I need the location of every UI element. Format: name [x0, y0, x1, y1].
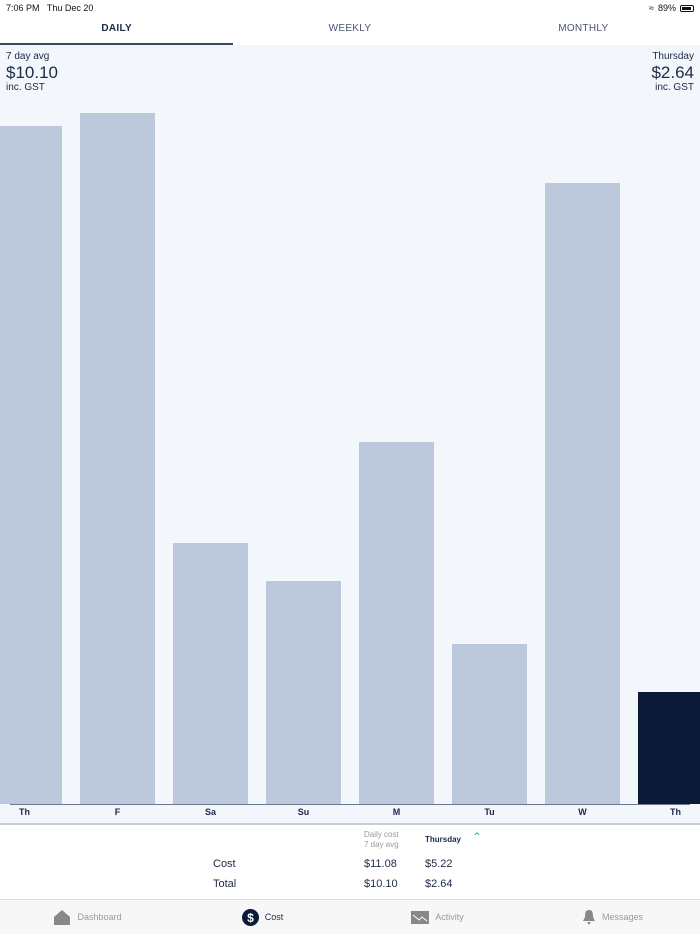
avg-label: 7 day avg [6, 51, 50, 62]
bar-4[interactable] [359, 442, 434, 804]
x-tick-label: M [392, 807, 401, 817]
time: 7:06 PM [6, 3, 40, 13]
x-tick-label: Sa [204, 807, 216, 817]
battery-icon [680, 4, 694, 12]
period-tabs: DAILY WEEKLY MONTHLY [0, 16, 700, 45]
tab-daily[interactable]: DAILY [0, 16, 234, 45]
nav-dashboard[interactable]: Dashboard [0, 900, 175, 934]
row-cost-day: $5.22 [425, 858, 453, 870]
bar-5[interactable] [452, 644, 527, 804]
wifi-icon: ≈ [649, 3, 654, 13]
col-header-day: Thursday [425, 835, 462, 844]
x-tick-label: W [578, 807, 587, 817]
avg-note: inc. GST [6, 82, 45, 93]
col-header-daily-cost: Daily cost [364, 830, 399, 839]
bottom-nav: Dashboard $ Cost Activity Messages [0, 899, 700, 934]
home-icon [54, 910, 71, 925]
daily-cost-chart: 7 day avg $10.10 inc. GST Thursday $2.64… [0, 45, 700, 824]
day-value: $2.64 [651, 63, 694, 82]
tab-monthly[interactable]: MONTHLY [558, 23, 609, 34]
avg-value: $10.10 [6, 63, 58, 82]
day-label: Thursday [652, 51, 694, 62]
bell-icon [582, 910, 595, 925]
x-tick-label: Th [670, 807, 681, 817]
nav-messages[interactable]: Messages [525, 900, 700, 934]
bar-7[interactable] [638, 692, 700, 804]
row-total-avg: $10.10 [364, 878, 398, 890]
bar-0[interactable] [0, 125, 62, 804]
tab-weekly[interactable]: WEEKLY [328, 23, 372, 34]
x-axis [10, 804, 690, 805]
battery-level: 89% [657, 3, 676, 13]
bar-1[interactable] [80, 112, 155, 804]
nav-cost[interactable]: $ Cost [175, 900, 350, 934]
x-tick-label: Su [297, 807, 310, 817]
day-note: inc. GST [655, 82, 694, 93]
row-total-day: $2.64 [425, 878, 453, 890]
bar-3[interactable] [266, 580, 341, 804]
x-tick-label: Tu [484, 807, 495, 817]
dollar-icon: $ [241, 908, 259, 926]
row-total-label: Total [213, 878, 237, 890]
bar-6[interactable] [545, 183, 620, 804]
divider [0, 823, 700, 825]
bar-2[interactable] [173, 543, 248, 804]
nav-activity[interactable]: Activity [350, 900, 525, 934]
activity-icon [411, 910, 430, 924]
date: Thu Dec 20 [46, 3, 94, 13]
row-cost-label: Cost [213, 858, 236, 870]
x-tick-label: Th [19, 807, 30, 817]
row-cost-avg: $11.08 [364, 858, 397, 870]
col-header-avg: 7 day avg [364, 840, 399, 849]
status-bar: 7:06 PM Thu Dec 20 ≈89% [0, 0, 700, 16]
x-tick-label: F [114, 807, 121, 817]
svg-text:$: $ [247, 911, 254, 925]
chevron-up-icon[interactable]: ⌃ [472, 830, 483, 844]
